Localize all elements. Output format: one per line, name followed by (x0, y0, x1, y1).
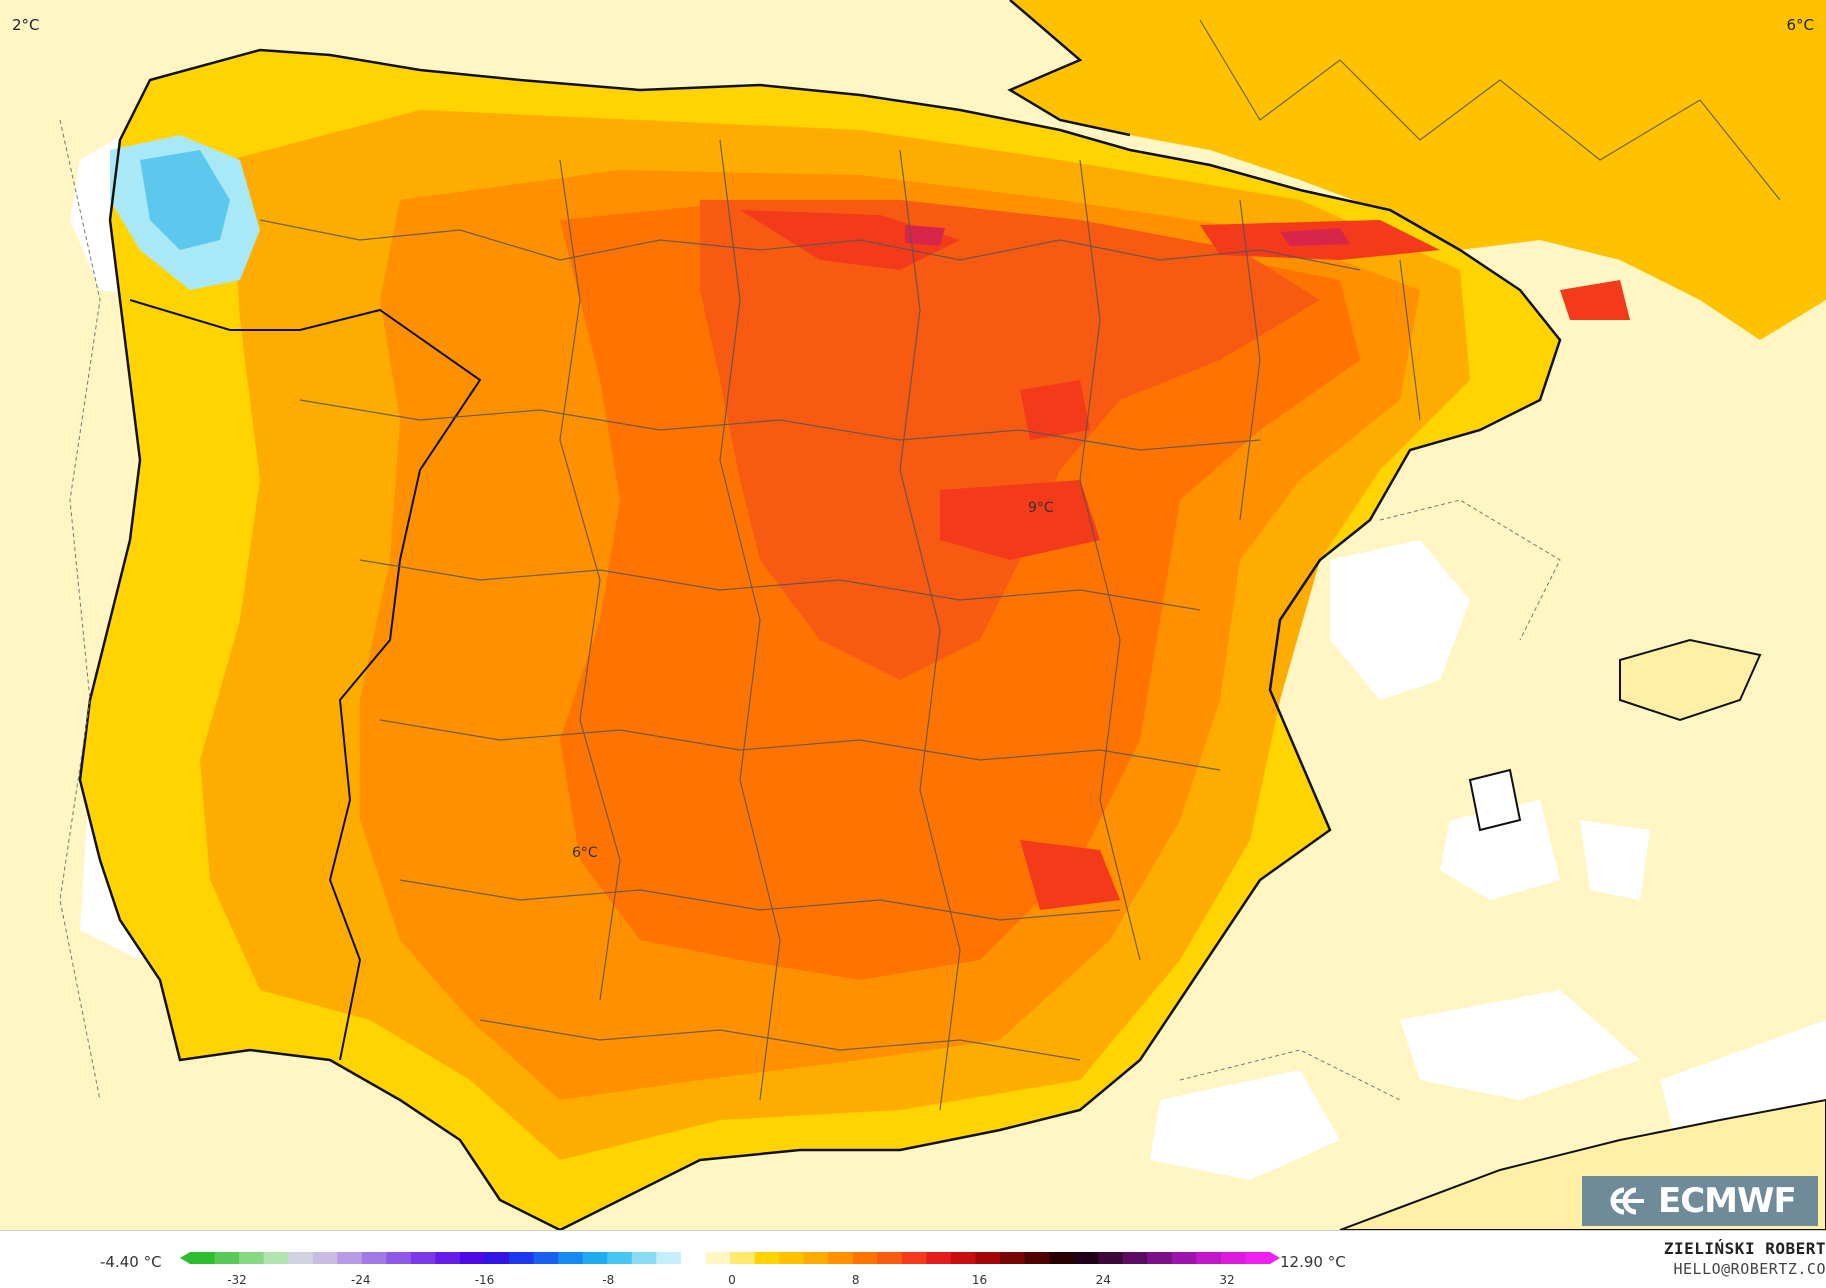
colorbar-segment (485, 1252, 510, 1264)
colorbar-segment (337, 1252, 362, 1264)
colorbar-segment (190, 1252, 215, 1264)
iberia-map-svg (0, 0, 1826, 1230)
colorbar-tick-label: -32 (227, 1273, 247, 1287)
colorbar-segment (902, 1252, 927, 1264)
author-email: HELLO@ROBERTZ.CO (1674, 1260, 1826, 1278)
colorbar-segment (1000, 1252, 1025, 1264)
colorbar-tick-label: 8 (852, 1273, 860, 1287)
colorbar-segment (1172, 1252, 1197, 1264)
point-temp-southwest: 6°C (572, 845, 598, 861)
colorbar-segment (411, 1252, 436, 1264)
colorbar-segment (681, 1252, 706, 1264)
colorbar-segment (607, 1252, 632, 1264)
colorbar-segment (264, 1252, 289, 1264)
colorbar-segment (705, 1252, 730, 1264)
colorbar-segment (239, 1252, 264, 1264)
colorbar-segment (1147, 1252, 1172, 1264)
corner-temp-top-left: 2°C (12, 16, 40, 34)
colorbar-segment (926, 1252, 951, 1264)
colorbar-segment (828, 1252, 853, 1264)
ecmwf-logo-icon (1606, 1186, 1652, 1216)
colorbar-segment (1074, 1252, 1099, 1264)
heat-band-red (1020, 380, 1090, 440)
colorbar-segment (1098, 1252, 1123, 1264)
legend-min-value: -4.40 °C (100, 1253, 162, 1271)
colorbar-segment (1245, 1252, 1270, 1264)
legend-bar: -4.40 °C -32 -24 -16 -8 0 8 16 24 32 12.90 °C ZI… (0, 1230, 1826, 1288)
colorbar-segment (313, 1252, 338, 1264)
colorbar-segment (288, 1252, 313, 1264)
colorbar-segment (558, 1252, 583, 1264)
colorbar-tick-label: 0 (728, 1273, 736, 1287)
colorbar-segment (1123, 1252, 1148, 1264)
colorbar-tick-label: 24 (1096, 1273, 1111, 1287)
ibiza-island (1470, 770, 1520, 830)
colorbar-segment (656, 1252, 681, 1264)
colorbar-segment (975, 1252, 1000, 1264)
colorbar-tick-label: -16 (475, 1273, 495, 1287)
colorbar-segment (534, 1252, 559, 1264)
colorbar-tick-label: 32 (1219, 1273, 1234, 1287)
author-name: ZIELIŃSKI ROBERT (1664, 1239, 1826, 1258)
point-temp-center: 9°C (1028, 500, 1054, 516)
colorbar-segment (804, 1252, 829, 1264)
colorbar-tick-label: -8 (602, 1273, 614, 1287)
colorbar-segment (215, 1252, 240, 1264)
colorbar-segment (632, 1252, 657, 1264)
colorbar-segment (362, 1252, 387, 1264)
colorbar-segment (583, 1252, 608, 1264)
colorbar-segment (951, 1252, 976, 1264)
colorbar-segment (1221, 1252, 1246, 1264)
colorbar-segment (509, 1252, 534, 1264)
colorbar-tick-label: -24 (351, 1273, 371, 1287)
ecmwf-logo: ECMWF (1582, 1176, 1818, 1226)
colorbar-segment (853, 1252, 878, 1264)
colorbar-segment (755, 1252, 780, 1264)
colorbar (180, 1248, 1280, 1268)
ecmwf-logo-text: ECMWF (1658, 1181, 1796, 1221)
colorbar-arrow-right (1270, 1252, 1280, 1264)
sea-white-patch (1580, 820, 1650, 900)
colorbar-segment (877, 1252, 902, 1264)
colorbar-segment (1196, 1252, 1221, 1264)
colorbar-segment (386, 1252, 411, 1264)
colorbar-segment (730, 1252, 755, 1264)
colorbar-segment (435, 1252, 460, 1264)
colorbar-tick-label: 16 (972, 1273, 987, 1287)
colorbar-arrow-left (180, 1252, 190, 1264)
colorbar-segment (1025, 1252, 1050, 1264)
temperature-map[interactable]: 2°C 6°C 9°C 6°C ECMWF (0, 0, 1826, 1230)
colorbar-segment (779, 1252, 804, 1264)
colorbar-segment (1049, 1252, 1074, 1264)
colorbar-segment (460, 1252, 485, 1264)
corner-temp-top-right: 6°C (1786, 16, 1814, 34)
legend-max-value: 12.90 °C (1280, 1253, 1346, 1271)
